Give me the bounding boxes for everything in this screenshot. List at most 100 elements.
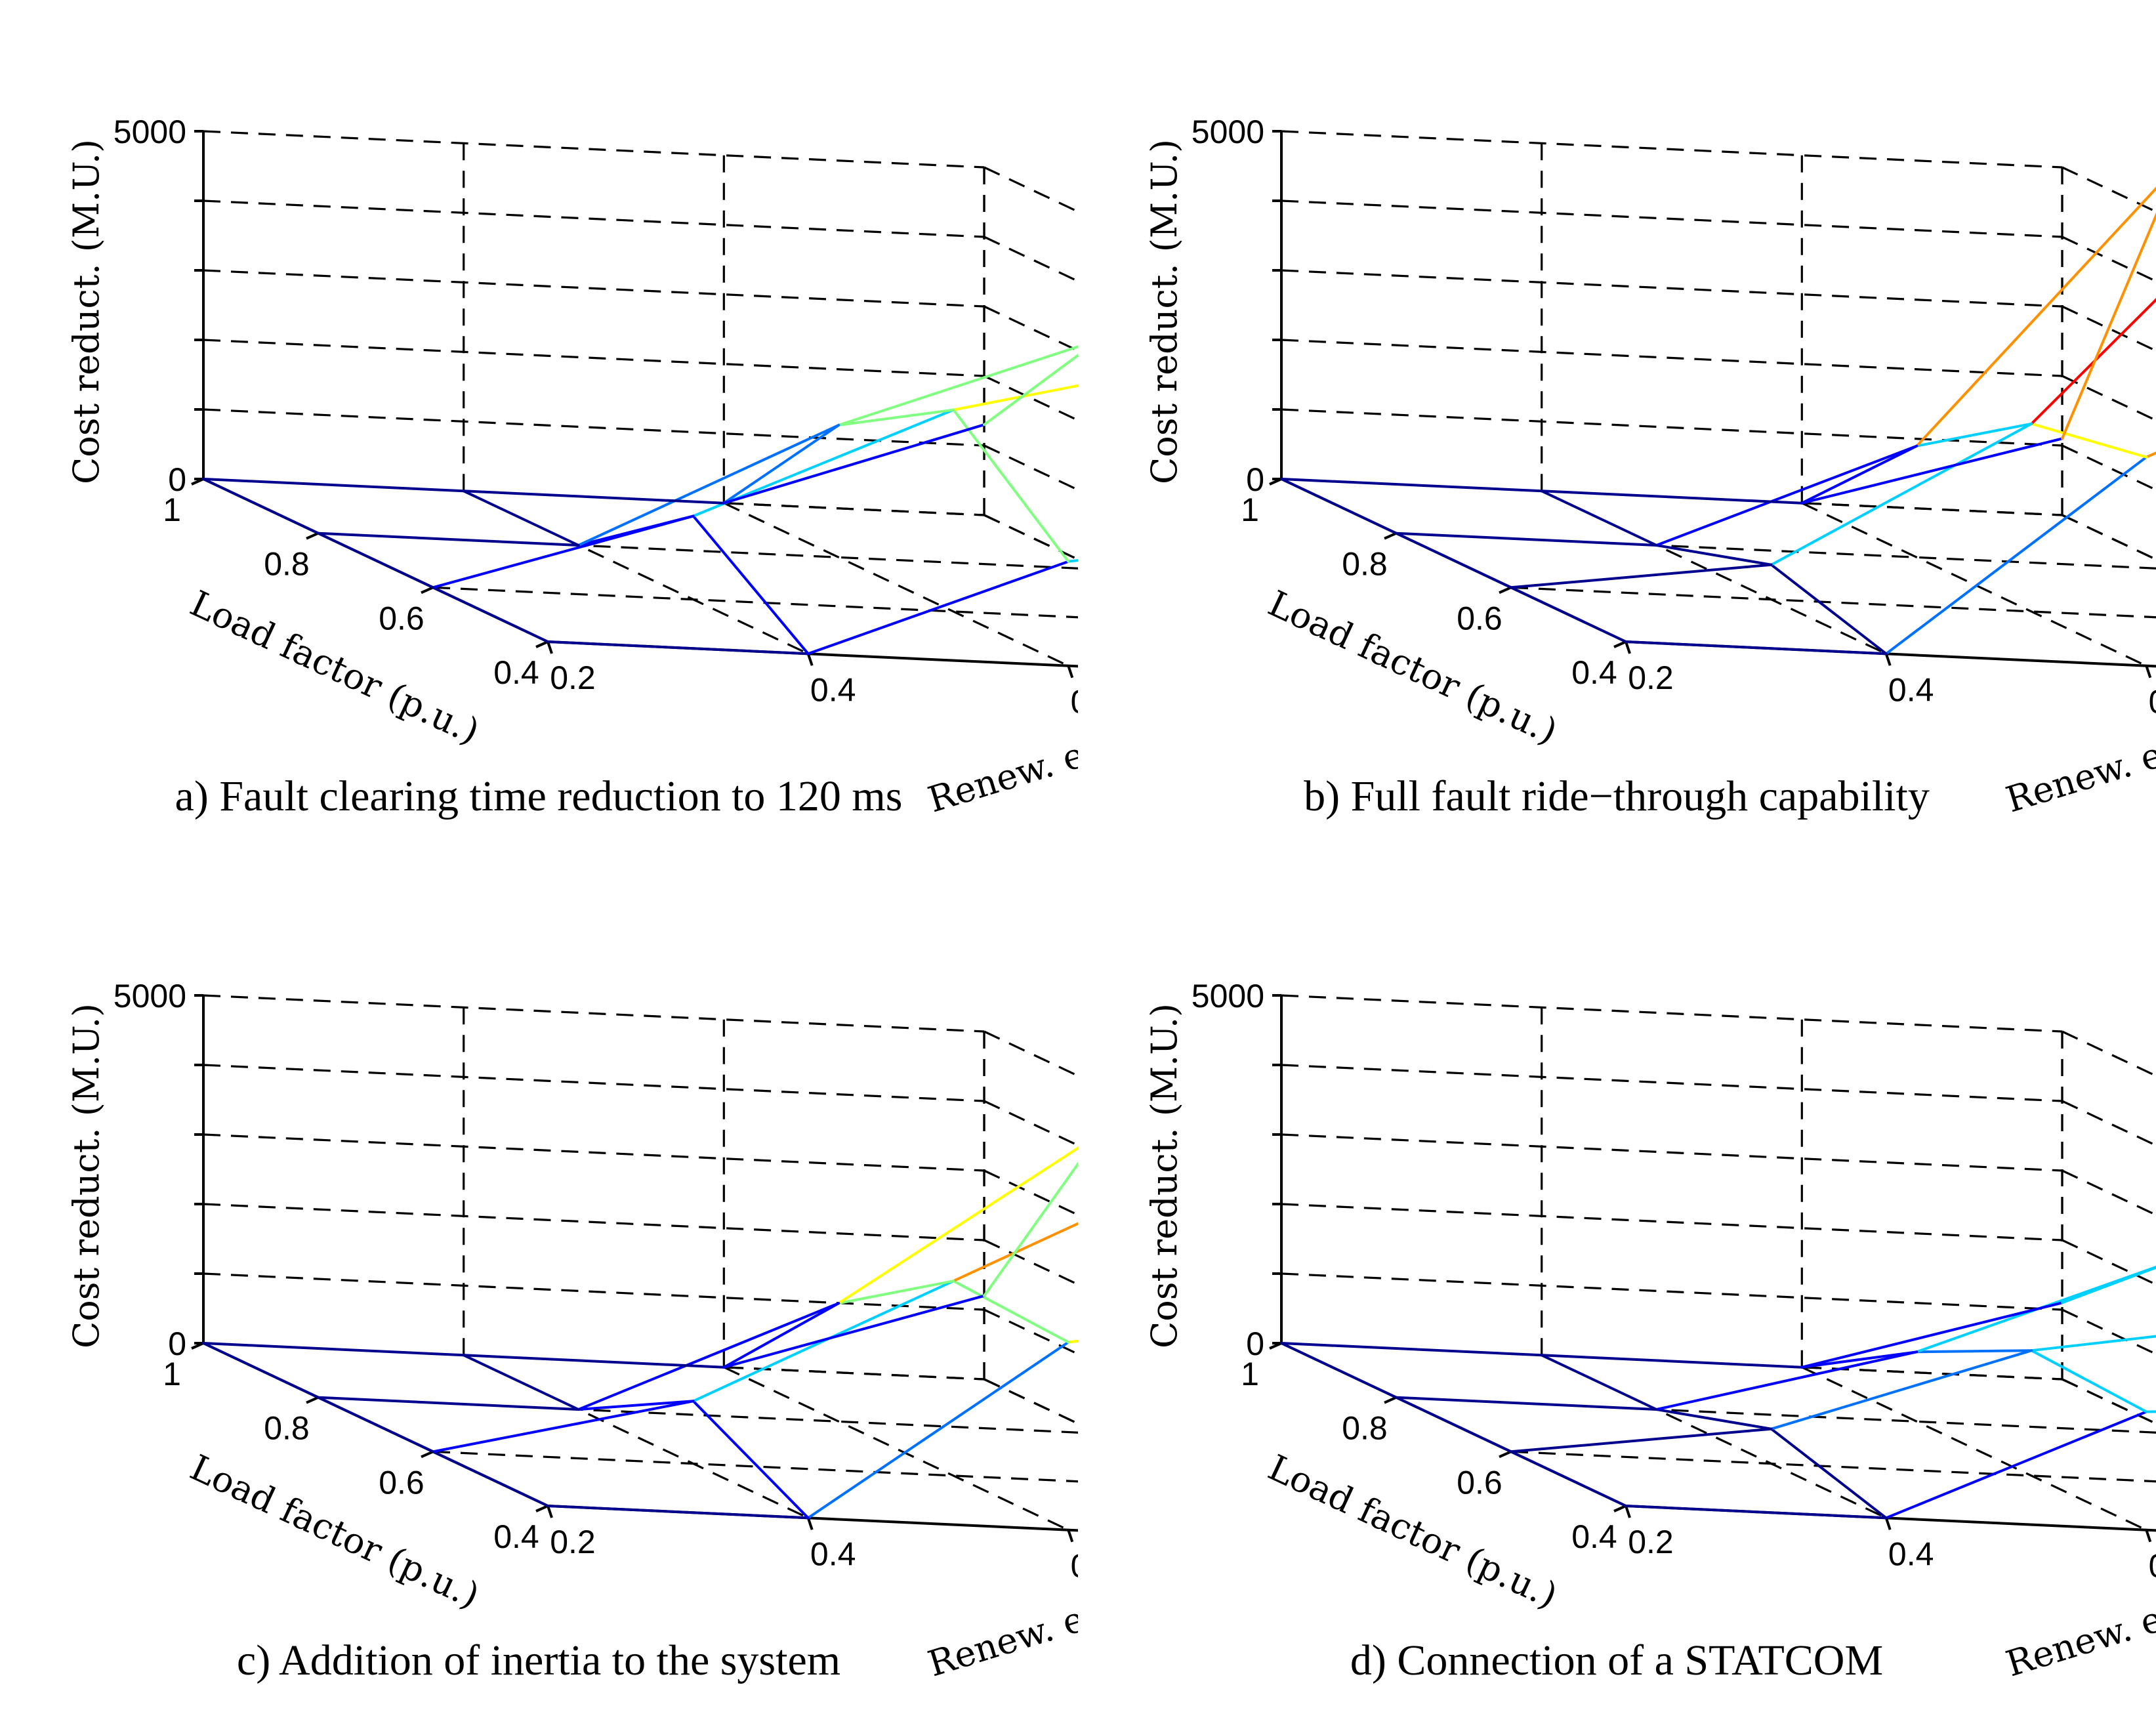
panel-caption: b) Full fault ride−through capability xyxy=(1304,772,1930,820)
mesh-line-y xyxy=(2030,1349,2148,1413)
grid-line-z xyxy=(2062,305,2156,352)
grid-line-z xyxy=(2062,1100,2156,1147)
grid-line-z xyxy=(1281,339,2063,377)
grid-line-z xyxy=(984,1378,1078,1425)
z-axis-title: Cost reduct. (M.U.) xyxy=(66,139,107,484)
mesh-line-y xyxy=(432,1450,549,1507)
grid-line-floor xyxy=(432,586,1078,619)
grid-line-z xyxy=(203,1203,985,1241)
mesh-line-y xyxy=(317,531,434,589)
x-tick-label: 0.2 xyxy=(550,1524,596,1560)
grid-line-z xyxy=(203,130,985,169)
grid-line-z xyxy=(984,444,1078,491)
y-tick-label: 1 xyxy=(163,491,181,528)
x-tick-label: 0.6 xyxy=(2149,684,2156,720)
mesh-line-x xyxy=(2145,451,2156,459)
mesh-line-x xyxy=(722,1294,985,1369)
mesh-line-y xyxy=(983,354,1078,427)
grid-line-z xyxy=(1281,408,2063,447)
y-axis-title: Load factor (p.u.) xyxy=(184,1447,486,1617)
mesh-line-x xyxy=(547,1505,810,1520)
grid-line-z xyxy=(984,1030,1078,1077)
y-tick-label: 0.4 xyxy=(493,654,539,691)
mesh-line-y xyxy=(1510,586,1627,643)
mesh-line-x xyxy=(317,531,580,547)
grid-line-z xyxy=(1281,1064,2063,1102)
grid-line-z xyxy=(984,166,1078,213)
mesh-line-x xyxy=(577,423,840,547)
surface-mesh xyxy=(1280,1265,2156,1520)
mesh-line-y xyxy=(1915,1349,2033,1354)
mesh-line-x xyxy=(432,1400,695,1453)
y-tick xyxy=(1499,586,1512,594)
mesh-line-y xyxy=(1770,563,1888,656)
grid-line-z xyxy=(1281,994,2063,1033)
grid-line-floor xyxy=(1801,1366,2147,1531)
y-tick-label: 1 xyxy=(1241,491,1259,528)
grid-line-z xyxy=(203,1272,985,1311)
mesh-line-x xyxy=(462,490,726,505)
x-tick-label: 0.6 xyxy=(2149,1548,2156,1585)
grid-line-floor xyxy=(984,1378,1078,1425)
grid-line-z xyxy=(203,994,985,1033)
mesh-line-y xyxy=(837,1280,955,1305)
y-tick-label: 0.6 xyxy=(1457,600,1503,636)
mesh-line-x xyxy=(1770,422,2033,566)
y-tick-label: 0.8 xyxy=(1342,546,1388,583)
grid-line-z xyxy=(203,1133,985,1172)
mesh-line-y xyxy=(692,514,810,656)
panel-caption: d) Connection of a STATCOM xyxy=(1350,1636,1883,1684)
mesh-line-y xyxy=(1770,1427,1888,1520)
mesh-line-y xyxy=(317,1396,434,1453)
grid-line-z xyxy=(1281,1133,2063,1172)
y-tick-label: 0.6 xyxy=(379,1464,425,1501)
y-axis-title: Load factor (p.u.) xyxy=(1262,1447,1564,1617)
mesh-line-y xyxy=(1540,1354,1658,1411)
z-tick-label: 5000 xyxy=(1192,978,1264,1014)
grid-line-floor xyxy=(984,514,1078,561)
mesh-line-y xyxy=(202,478,320,535)
y-tick-label: 1 xyxy=(163,1356,181,1392)
x-tick-label: 0.2 xyxy=(1628,659,1674,696)
grid-line-floor xyxy=(1510,586,2156,619)
y-tick-label: 0.6 xyxy=(379,600,425,636)
grid-line-z xyxy=(984,514,1078,561)
mesh-line-y xyxy=(952,408,1070,563)
grid-line-floor xyxy=(318,532,1078,570)
surface-mesh xyxy=(202,345,1078,656)
y-tick xyxy=(191,1342,204,1350)
grid-line-floor xyxy=(2062,514,2156,561)
y-tick xyxy=(306,531,319,540)
grid-line-z xyxy=(2062,1308,2156,1356)
surface-mesh xyxy=(1280,186,2156,656)
x-tick-label: 0.4 xyxy=(1888,1535,1934,1572)
mesh-line-x xyxy=(1884,455,2148,656)
x-tick xyxy=(547,1505,553,1518)
x-tick-label: 0.6 xyxy=(1071,1548,1078,1585)
grid-line-z xyxy=(203,408,985,447)
mesh-line-x xyxy=(317,1396,580,1411)
mesh-line-y xyxy=(837,408,955,427)
grid-line-z xyxy=(2062,1378,2156,1425)
grid-line-z xyxy=(984,1169,1078,1217)
z-tick-label: 0 xyxy=(168,1325,186,1362)
z-axis-title: Cost reduct. (M.U.) xyxy=(1144,1003,1185,1348)
grid-line-floor xyxy=(1801,502,2147,667)
mesh-line-x xyxy=(1510,563,1773,589)
y-tick-label: 0.4 xyxy=(1571,1518,1617,1555)
mesh-line-x xyxy=(547,640,810,656)
mesh-line-y xyxy=(1395,531,1512,589)
mesh-line-x xyxy=(577,1302,840,1411)
mesh-line-y xyxy=(722,1302,840,1369)
grid-line-z xyxy=(2062,166,2156,213)
z-tick-label: 5000 xyxy=(114,978,186,1014)
x-tick xyxy=(1884,653,1892,666)
mesh-line-x xyxy=(2030,1335,2156,1352)
